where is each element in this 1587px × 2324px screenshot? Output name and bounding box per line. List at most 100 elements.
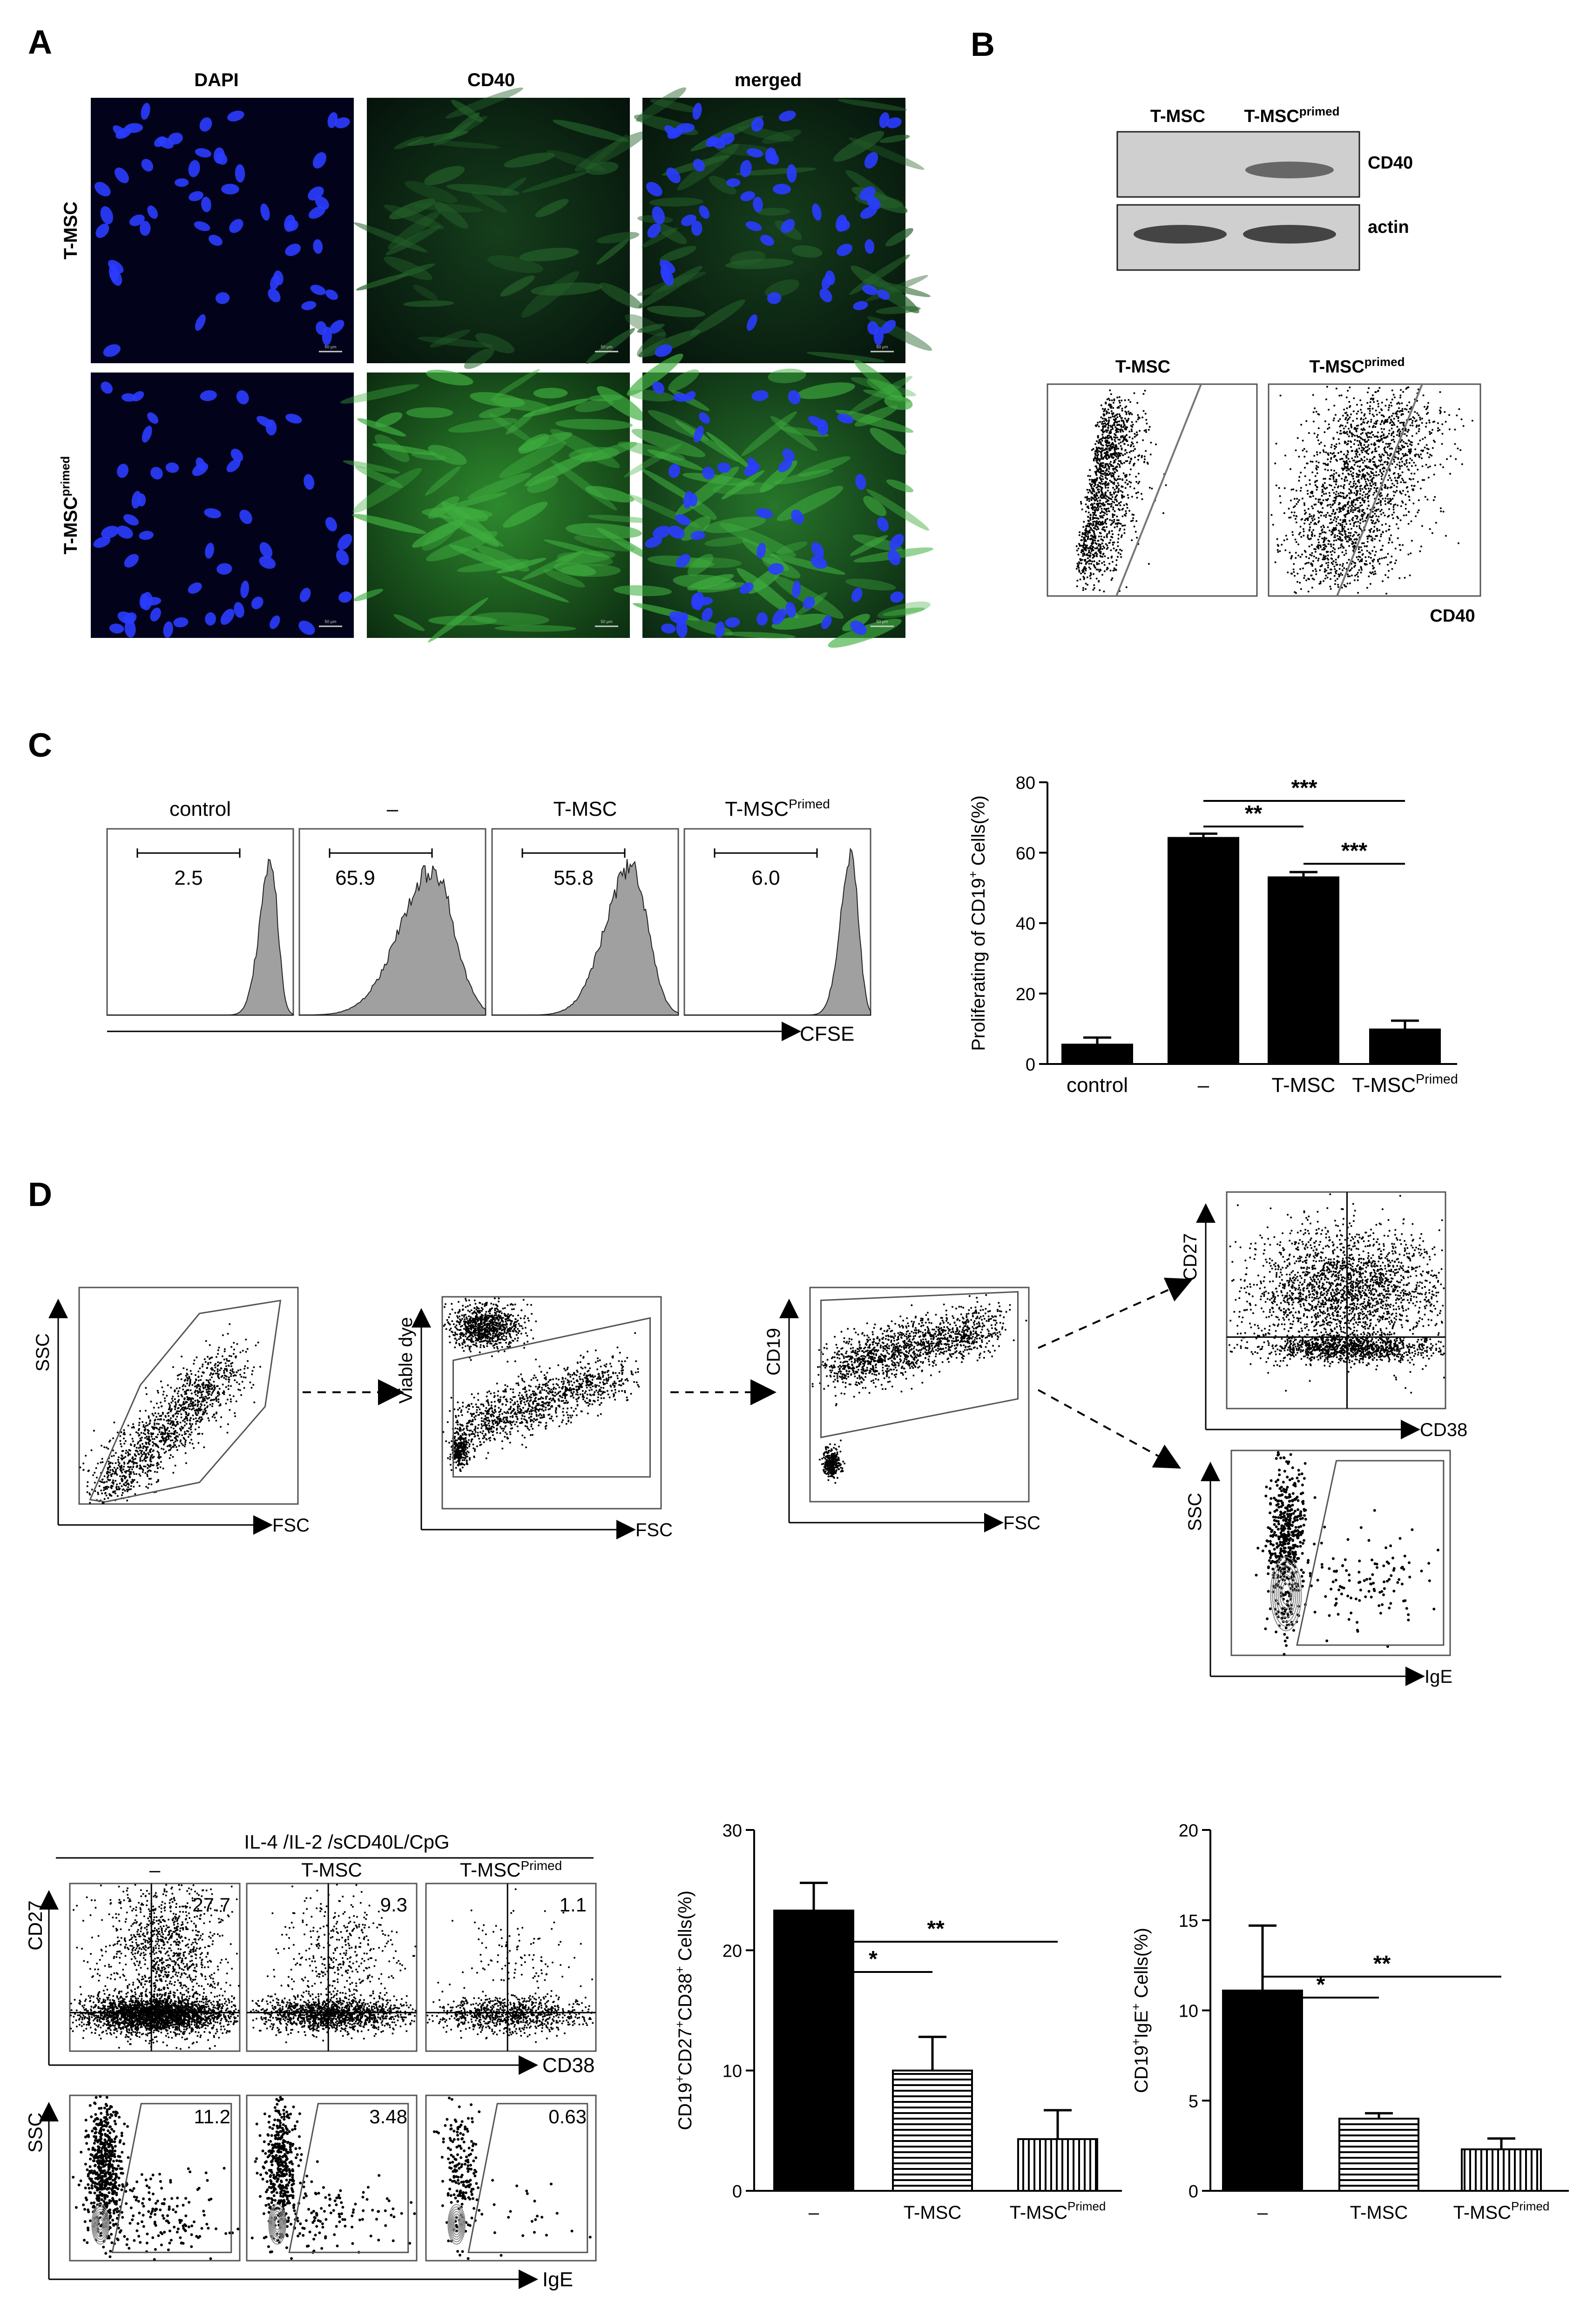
event-dot bbox=[1108, 448, 1111, 451]
event-dot bbox=[1136, 402, 1139, 404]
event-dot bbox=[1317, 498, 1320, 501]
event-dot bbox=[1310, 574, 1312, 576]
event-dot bbox=[1366, 587, 1368, 589]
event-dot bbox=[1132, 442, 1134, 445]
event-dot bbox=[1369, 401, 1371, 403]
event-dot bbox=[137, 1432, 139, 1435]
nucleus bbox=[668, 525, 685, 539]
event-dot bbox=[1094, 535, 1097, 537]
event-dot bbox=[143, 1453, 145, 1455]
event-dot bbox=[1108, 507, 1110, 509]
event-dot bbox=[132, 1480, 134, 1483]
event-dot bbox=[1121, 407, 1123, 410]
event-dot bbox=[1322, 449, 1324, 451]
event-dot bbox=[1354, 515, 1357, 517]
event-dot bbox=[137, 1441, 140, 1443]
event-dot bbox=[149, 1458, 151, 1460]
event-dot bbox=[1419, 419, 1421, 421]
scale-bar-label: 50 μm bbox=[324, 345, 336, 349]
row-label-tmsc-primed: T-MSCprimed bbox=[58, 456, 81, 554]
event-dot bbox=[1369, 535, 1371, 538]
event-dot bbox=[1085, 510, 1087, 513]
event-dot bbox=[1096, 452, 1099, 454]
event-dot bbox=[1354, 450, 1357, 453]
cell-body bbox=[736, 126, 794, 142]
event-dot bbox=[1369, 583, 1371, 585]
event-dot bbox=[1089, 575, 1091, 577]
event-dot bbox=[1352, 477, 1355, 480]
event-dot bbox=[1107, 557, 1109, 559]
event-dot bbox=[206, 1367, 208, 1369]
event-dot bbox=[213, 1381, 215, 1383]
event-dot bbox=[1460, 418, 1463, 420]
event-dot bbox=[1366, 493, 1369, 495]
event-dot bbox=[1409, 424, 1411, 427]
event-dot bbox=[1123, 443, 1126, 445]
event-dot bbox=[1359, 465, 1361, 468]
event-dot bbox=[1290, 488, 1293, 491]
nucleus bbox=[675, 612, 689, 624]
event-dot bbox=[1344, 475, 1347, 478]
event-dot bbox=[1374, 538, 1376, 540]
event-dot bbox=[1283, 539, 1285, 542]
event-dot bbox=[1100, 468, 1102, 470]
event-dot bbox=[1299, 582, 1301, 584]
event-dot bbox=[223, 1350, 226, 1353]
event-dot bbox=[1361, 518, 1364, 520]
event-dot bbox=[1329, 503, 1331, 506]
event-dot bbox=[1372, 494, 1375, 496]
nucleus bbox=[890, 591, 904, 603]
event-dot bbox=[1097, 517, 1099, 520]
green-stain bbox=[367, 98, 630, 363]
event-dot bbox=[1114, 504, 1117, 506]
cell-body bbox=[617, 441, 686, 461]
event-dot bbox=[1086, 576, 1088, 578]
event-dot bbox=[136, 1443, 139, 1445]
event-dot bbox=[138, 1422, 141, 1424]
event-dot bbox=[1113, 444, 1115, 446]
event-dot bbox=[1376, 440, 1378, 442]
event-dot bbox=[1366, 550, 1368, 552]
event-dot bbox=[1145, 419, 1148, 421]
event-dot bbox=[1380, 455, 1382, 458]
event-dot bbox=[185, 1462, 187, 1464]
event-dot bbox=[237, 1369, 239, 1372]
event-dot bbox=[125, 1452, 127, 1454]
category-label: T-MSCPrimed bbox=[1352, 1072, 1458, 1097]
event-dot bbox=[1095, 467, 1098, 469]
event-dot bbox=[1129, 468, 1132, 471]
event-dot bbox=[1335, 493, 1337, 495]
event-dot bbox=[1300, 535, 1303, 538]
event-dot bbox=[1104, 485, 1107, 487]
event-dot bbox=[1135, 431, 1138, 434]
event-dot bbox=[1415, 515, 1417, 517]
event-dot bbox=[183, 1391, 186, 1393]
event-dot bbox=[1369, 410, 1371, 412]
event-dot bbox=[1113, 468, 1115, 470]
event-dot bbox=[1409, 408, 1411, 410]
event-dot bbox=[1148, 426, 1151, 428]
event-dot bbox=[1117, 552, 1120, 554]
event-dot bbox=[1101, 491, 1103, 494]
event-dot bbox=[1085, 569, 1087, 572]
event-dot bbox=[1320, 526, 1323, 528]
event-dot bbox=[1109, 569, 1112, 572]
event-dot bbox=[1357, 507, 1359, 509]
event-dot bbox=[1128, 436, 1131, 438]
event-dot bbox=[1391, 447, 1393, 449]
event-dot bbox=[1296, 503, 1298, 505]
event-dot bbox=[1384, 503, 1387, 505]
event-dot bbox=[1333, 480, 1335, 482]
event-dot bbox=[1301, 497, 1303, 500]
event-dot bbox=[1304, 519, 1306, 522]
event-dot bbox=[1305, 511, 1307, 514]
event-dot bbox=[1088, 524, 1091, 526]
event-dot bbox=[1405, 388, 1407, 390]
event-dot bbox=[1327, 550, 1329, 553]
event-dot bbox=[1089, 517, 1092, 520]
nucleus bbox=[652, 381, 664, 394]
event-dot bbox=[1098, 580, 1100, 582]
event-dot bbox=[1104, 555, 1106, 557]
event-dot bbox=[1348, 536, 1351, 539]
event-dot bbox=[255, 1344, 257, 1347]
